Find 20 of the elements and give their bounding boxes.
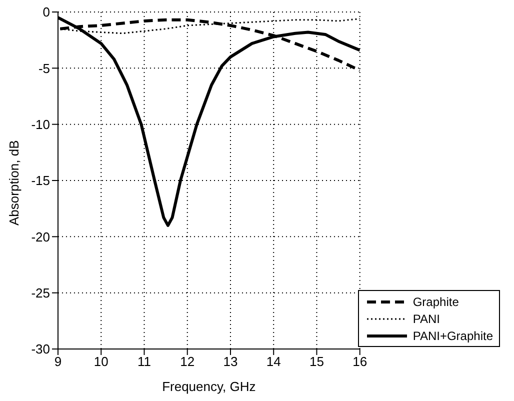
legend-label: Graphite bbox=[412, 294, 459, 308]
x-tick-label: 16 bbox=[352, 354, 368, 370]
x-axis-title: Frequency, GHz bbox=[162, 379, 256, 394]
x-tick-label: 15 bbox=[309, 354, 324, 370]
y-tick-label: 0 bbox=[42, 4, 50, 20]
legend-label: PANI bbox=[412, 312, 440, 326]
x-tick-label: 11 bbox=[137, 354, 151, 370]
x-tick-label: 9 bbox=[54, 354, 62, 370]
y-tick-label: -15 bbox=[31, 173, 50, 188]
y-tick-label: -10 bbox=[31, 116, 50, 132]
y-tick-label: -20 bbox=[31, 229, 50, 244]
y-tick-label: -25 bbox=[31, 285, 50, 300]
x-tick-label: 10 bbox=[94, 354, 108, 370]
y-tick-label: -30 bbox=[31, 342, 50, 357]
y-tick-label: -5 bbox=[38, 60, 50, 76]
x-tick-label: 12 bbox=[180, 354, 195, 370]
x-tick-label: 13 bbox=[223, 354, 238, 370]
y-axis-title: Absorption, dB bbox=[6, 140, 22, 226]
x-tick-label: 14 bbox=[266, 354, 281, 370]
legend-label: PANI+Graphite bbox=[412, 328, 493, 342]
